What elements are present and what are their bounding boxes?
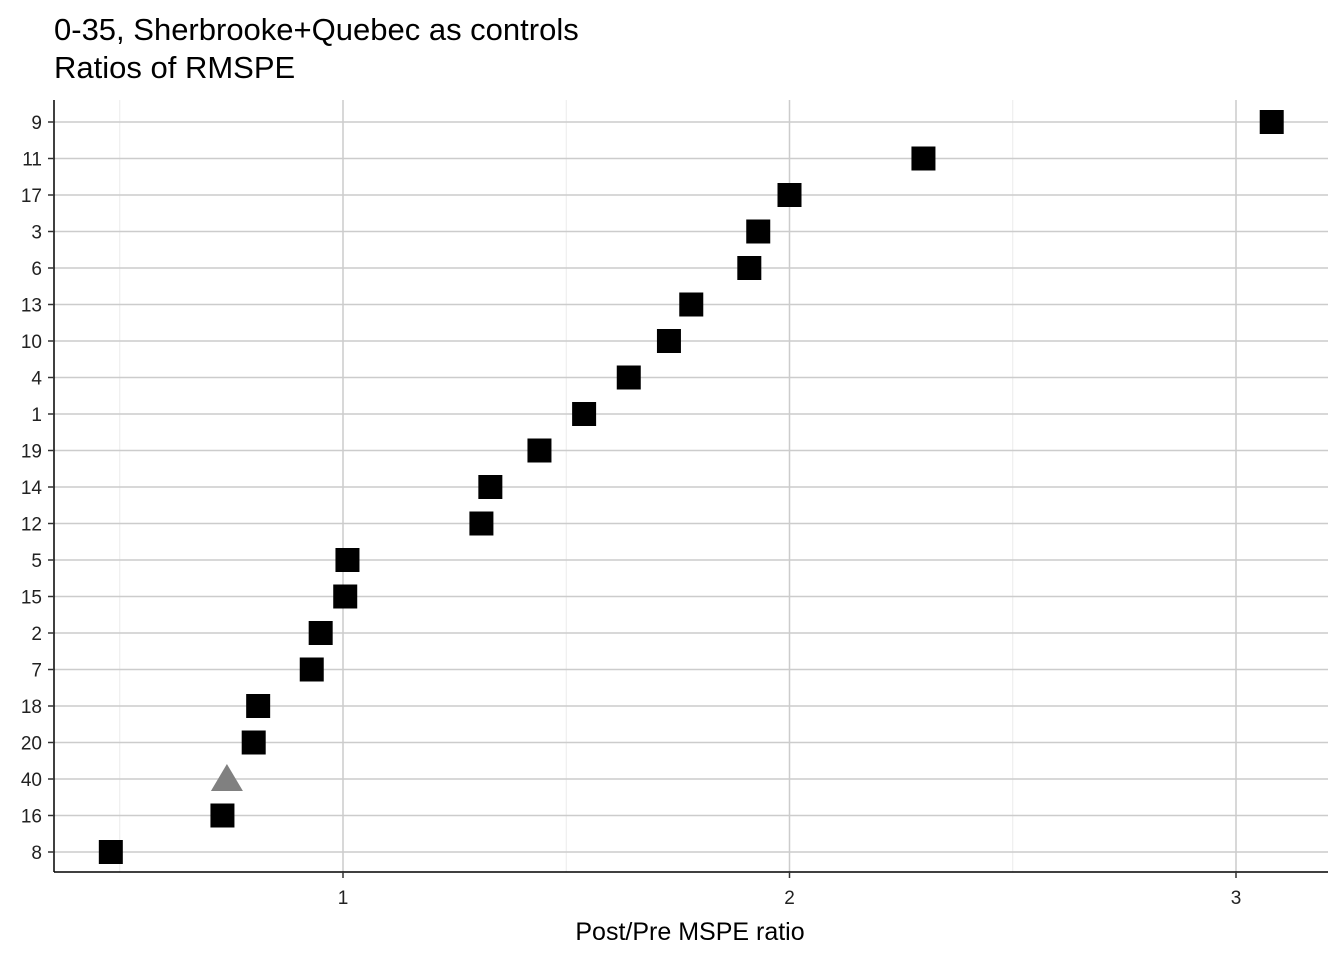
y-tick-label: 12 xyxy=(21,515,42,536)
point-13 xyxy=(679,292,704,317)
grid-lines xyxy=(54,100,1328,872)
x-axis-label: Post/Pre MSPE ratio xyxy=(575,918,804,946)
point-17 xyxy=(777,183,802,207)
y-tick-label: 15 xyxy=(21,588,42,609)
point-12 xyxy=(469,511,494,536)
y-tick-label: 5 xyxy=(31,551,42,572)
point-5 xyxy=(335,548,360,572)
y-tick-label: 19 xyxy=(21,442,42,463)
point-treated-40 xyxy=(210,764,243,791)
y-tick-label: 3 xyxy=(31,223,42,244)
point-15 xyxy=(333,584,358,609)
y-tick-label: 16 xyxy=(21,807,42,828)
y-tick-label: 2 xyxy=(31,624,42,645)
point-16 xyxy=(210,803,235,828)
point-4 xyxy=(616,365,641,390)
y-tick-label: 6 xyxy=(31,259,42,280)
y-tick-label: 14 xyxy=(21,478,43,499)
y-tick-label: 18 xyxy=(21,697,42,718)
point-7 xyxy=(299,657,324,682)
y-tick-label: 40 xyxy=(21,770,42,791)
chart-subtitle: Ratios of RMSPE xyxy=(54,50,296,85)
x-tick-label: 2 xyxy=(784,888,795,909)
y-tick-label: 7 xyxy=(31,661,42,682)
y-tick-label: 1 xyxy=(31,405,42,426)
point-3 xyxy=(746,219,771,244)
point-10 xyxy=(656,329,681,353)
x-tick-label: 3 xyxy=(1231,888,1242,909)
point-1 xyxy=(572,402,597,426)
y-tick-label: 4 xyxy=(31,369,42,390)
point-19 xyxy=(527,438,552,463)
point-9 xyxy=(1259,110,1284,134)
y-tick-label: 20 xyxy=(21,734,42,755)
point-14 xyxy=(478,475,503,499)
point-18 xyxy=(246,694,271,718)
point-6 xyxy=(737,256,762,280)
y-tick-label: 17 xyxy=(21,186,42,207)
y-tick-label: 11 xyxy=(22,150,42,171)
point-11 xyxy=(911,146,936,171)
x-tick-label: 1 xyxy=(338,888,349,909)
y-tick-label: 9 xyxy=(31,113,42,134)
data-points xyxy=(98,110,1284,864)
y-tick-label: 13 xyxy=(21,296,42,317)
chart-title: 0-35, Sherbrooke+Quebec as controls xyxy=(54,12,579,47)
point-2 xyxy=(308,621,333,645)
y-tick-label: 8 xyxy=(31,843,42,864)
x-tick-labels: 1 2 3 xyxy=(338,872,1242,909)
point-20 xyxy=(241,730,266,755)
axes xyxy=(53,100,1328,873)
y-tick-label: 10 xyxy=(21,332,42,353)
point-8 xyxy=(98,840,123,864)
